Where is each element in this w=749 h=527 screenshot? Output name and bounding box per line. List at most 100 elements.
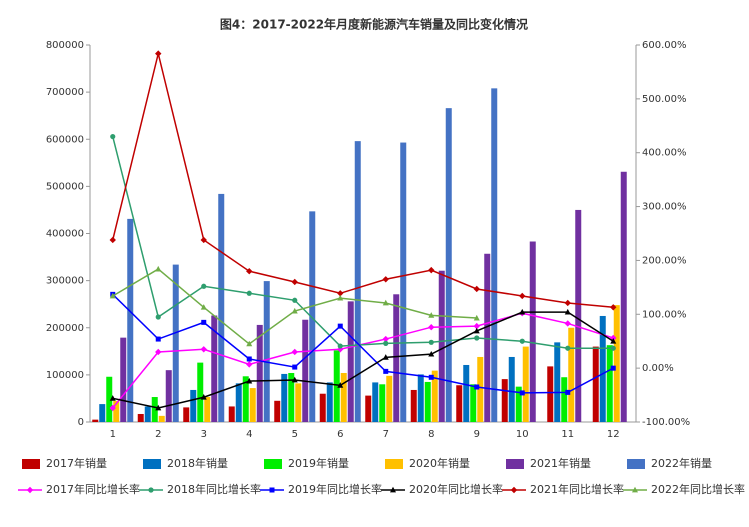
bar xyxy=(183,407,190,422)
line-marker xyxy=(291,307,298,314)
legend-swatch xyxy=(627,459,645,469)
bar xyxy=(491,88,498,422)
legend-label: 2019年销量 xyxy=(288,456,349,470)
line-marker xyxy=(109,404,116,412)
line-marker xyxy=(246,361,253,368)
bar xyxy=(484,253,491,422)
line-marker xyxy=(201,319,207,325)
bar xyxy=(463,364,470,422)
line-marker xyxy=(382,335,389,343)
line-marker xyxy=(246,340,253,347)
y2-tick-label: 500.00% xyxy=(642,94,687,105)
legend-swatch xyxy=(506,459,524,469)
bar xyxy=(592,346,599,422)
bar xyxy=(165,370,172,422)
bar xyxy=(575,209,582,422)
legend-label: 2020年销量 xyxy=(409,456,470,470)
bar xyxy=(477,356,484,422)
bar xyxy=(302,319,309,422)
line-marker xyxy=(382,299,389,306)
bar xyxy=(372,382,379,422)
bar xyxy=(606,345,613,422)
line-marker xyxy=(382,354,389,360)
line-marker xyxy=(564,320,571,327)
bar xyxy=(508,356,515,422)
line-marker xyxy=(200,394,207,400)
bar xyxy=(99,404,106,422)
bar xyxy=(445,108,452,423)
line-marker xyxy=(428,324,435,331)
bar xyxy=(501,379,508,422)
x-tick-label: 3 xyxy=(201,429,207,440)
line-marker xyxy=(292,364,298,370)
line-marker xyxy=(246,290,252,296)
bar xyxy=(424,381,431,422)
bar xyxy=(326,382,333,422)
line-marker xyxy=(519,390,525,396)
line xyxy=(112,311,614,409)
line-marker xyxy=(26,486,34,494)
line-marker xyxy=(474,335,480,341)
line-marker xyxy=(200,304,207,310)
legend-swatch xyxy=(143,459,161,469)
bar xyxy=(333,350,340,422)
y2-tick-label: 600.00% xyxy=(642,40,687,51)
line-marker xyxy=(155,314,161,320)
bar xyxy=(613,305,620,422)
y-tick-label: 800000 xyxy=(46,40,84,51)
bar xyxy=(438,270,445,422)
x-tick-label: 4 xyxy=(246,429,252,440)
bar xyxy=(529,241,536,422)
x-tick-label: 9 xyxy=(474,429,480,440)
bar xyxy=(263,281,270,422)
bar xyxy=(599,315,606,422)
y-tick-label: 500000 xyxy=(46,181,84,192)
x-tick-label: 12 xyxy=(607,429,620,440)
legend-label: 2018年销量 xyxy=(167,456,228,470)
legend-label: 2019年同比增长率 xyxy=(288,482,382,496)
bar xyxy=(379,384,386,422)
line-marker xyxy=(200,346,207,353)
x-tick-label: 10 xyxy=(516,429,529,440)
line-marker xyxy=(246,268,253,275)
y2-tick-label: 100.00% xyxy=(642,309,687,320)
x-tick-label: 5 xyxy=(292,429,298,440)
x-tick-label: 7 xyxy=(383,429,389,440)
legend-label: 2017年销量 xyxy=(46,456,107,470)
bar xyxy=(554,342,561,422)
line-marker xyxy=(382,276,389,283)
y2-tick-label: -100.00% xyxy=(642,417,690,428)
y-tick-label: 200000 xyxy=(46,323,84,334)
line-marker xyxy=(291,278,298,286)
line-marker xyxy=(383,340,389,346)
line-marker xyxy=(201,283,207,289)
bar xyxy=(235,383,242,422)
x-tick-label: 1 xyxy=(110,429,116,440)
line-marker xyxy=(246,377,253,384)
bar xyxy=(568,327,575,422)
bar xyxy=(172,264,179,422)
bar xyxy=(127,218,134,422)
bar xyxy=(456,385,463,422)
line-marker xyxy=(148,487,154,493)
line-marker xyxy=(246,356,252,362)
line-marker xyxy=(610,345,616,351)
line-marker xyxy=(383,368,389,374)
bar xyxy=(204,397,211,422)
line-marker xyxy=(337,290,344,297)
line-marker xyxy=(337,343,343,349)
bar xyxy=(365,395,372,422)
line-marker xyxy=(632,486,638,493)
line-marker xyxy=(564,299,571,307)
line-marker xyxy=(155,404,162,411)
line-marker xyxy=(269,487,275,493)
bar xyxy=(242,376,249,422)
line-marker xyxy=(110,133,116,140)
bar xyxy=(144,406,151,422)
line-marker xyxy=(109,292,116,299)
line-marker xyxy=(510,486,518,494)
line-marker xyxy=(474,384,480,390)
y2-tick-label: 300.00% xyxy=(642,202,687,213)
y-tick-label: 700000 xyxy=(46,87,84,98)
